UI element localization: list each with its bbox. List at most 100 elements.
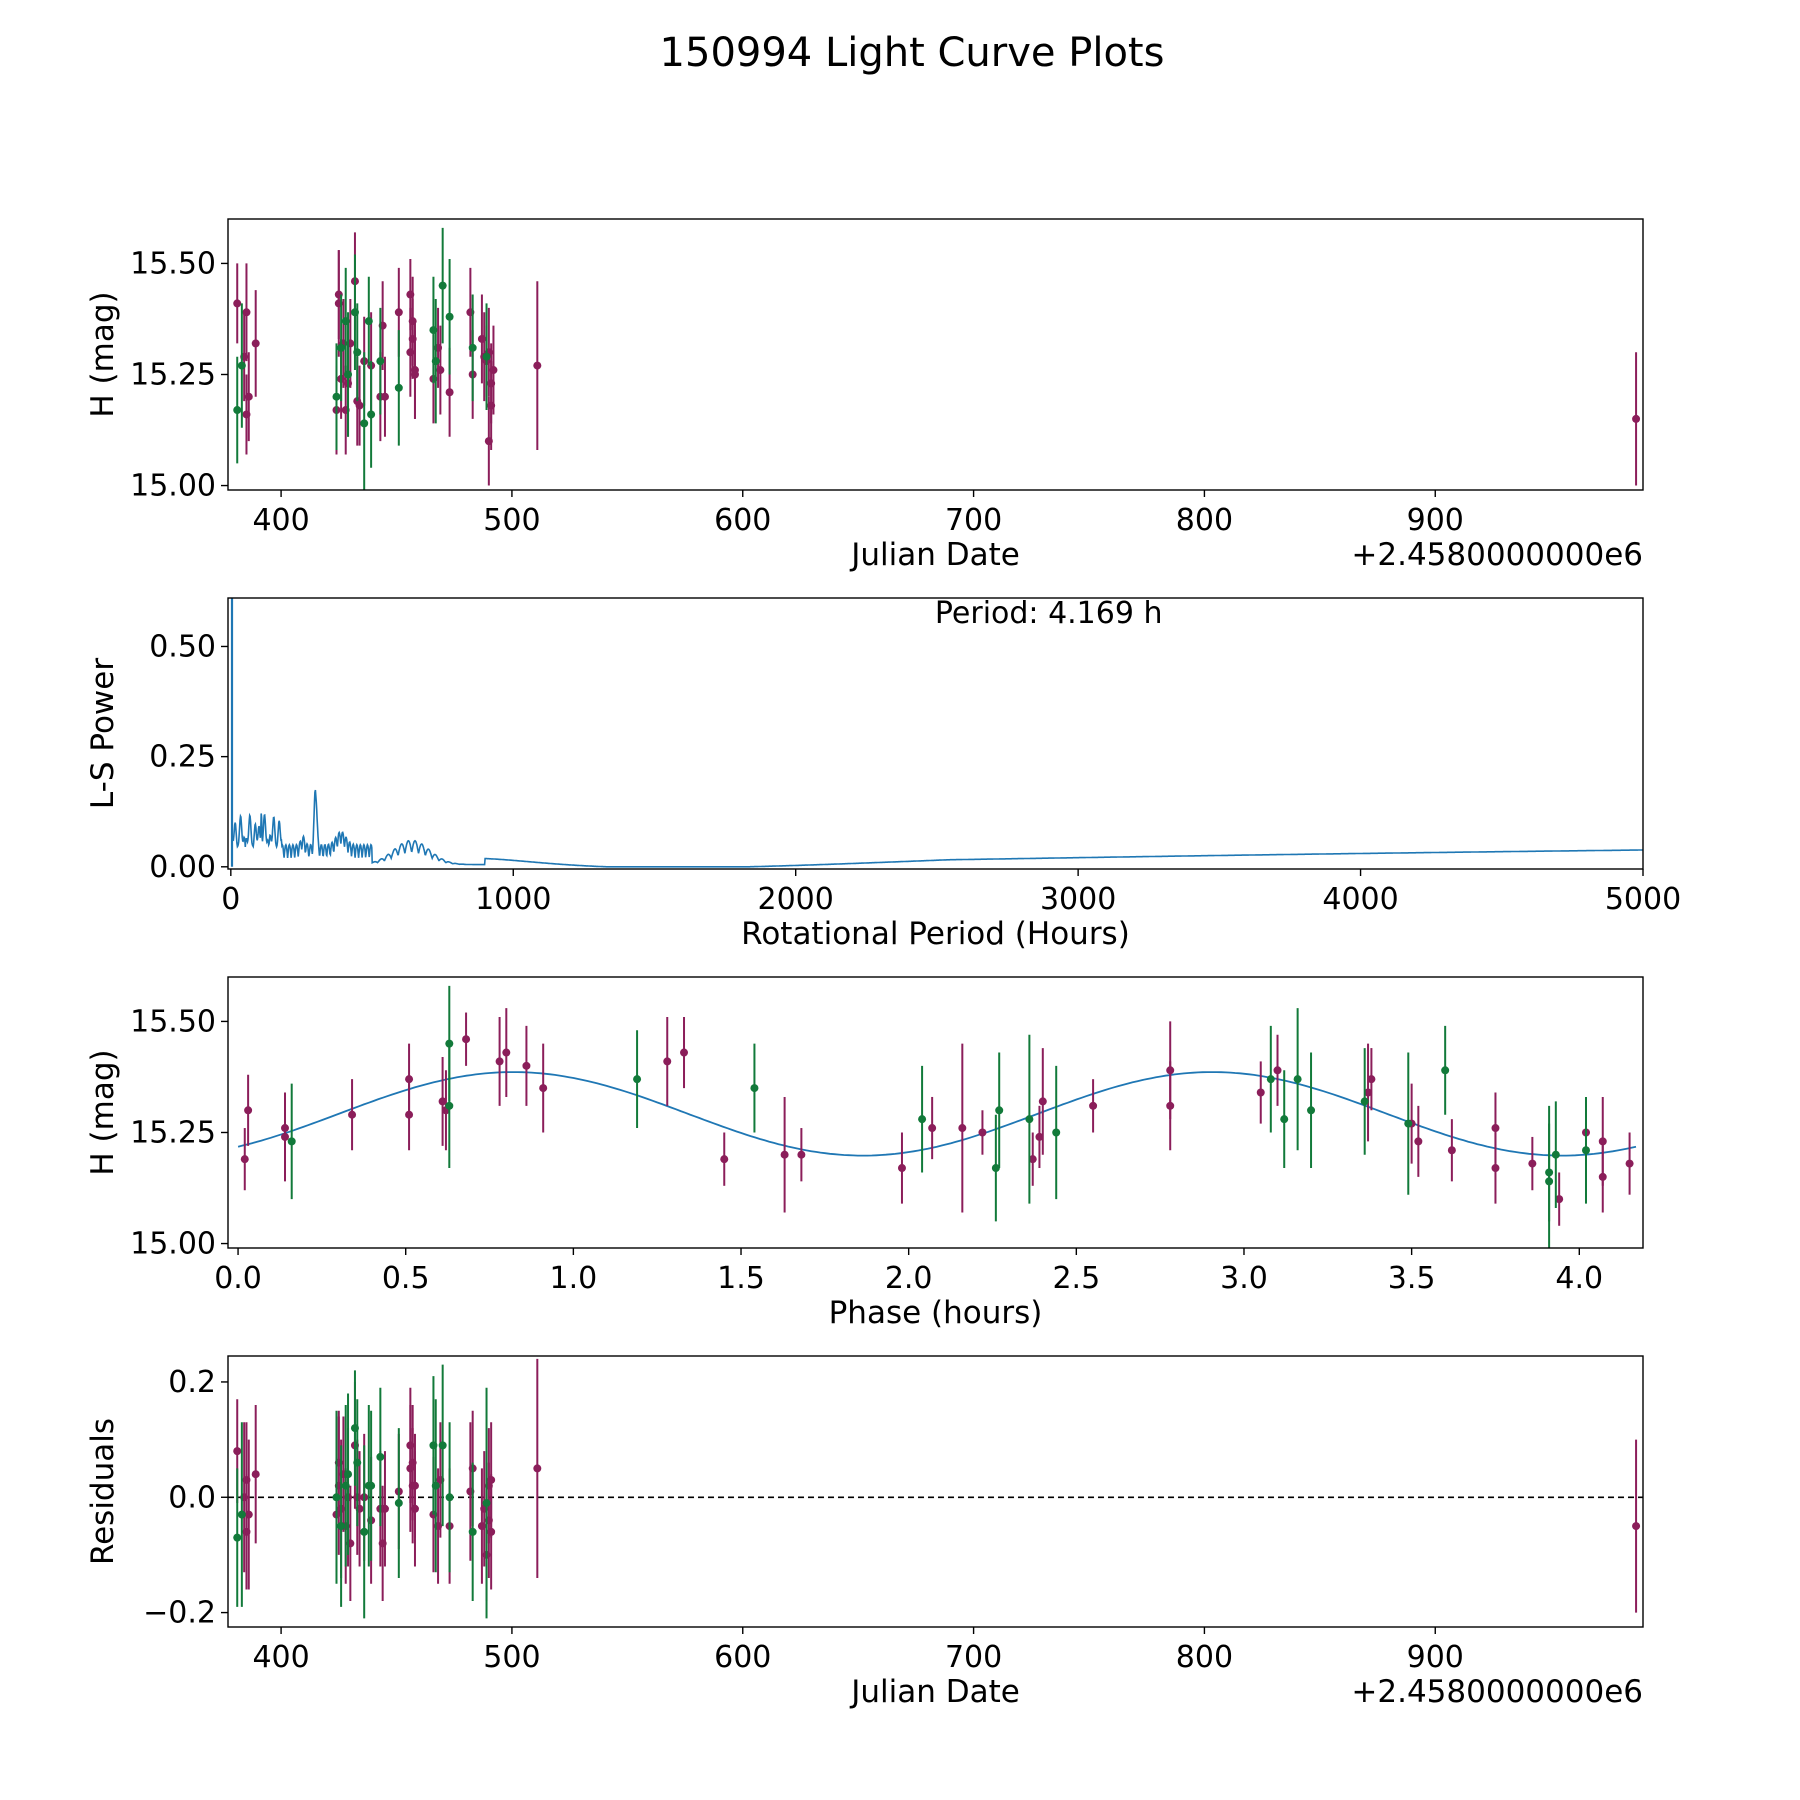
data-point (1404, 1119, 1413, 1128)
data-point (438, 1441, 447, 1450)
data-point (240, 1155, 249, 1164)
data-point (482, 352, 491, 361)
data-point (233, 299, 242, 308)
x-tick-label: 3000 (1040, 882, 1116, 917)
data-point (251, 339, 260, 348)
x-tick-label: 900 (1407, 1640, 1464, 1675)
data-point (1364, 1088, 1373, 1097)
data-point (353, 348, 362, 357)
y-tick-label: 15.00 (130, 1227, 216, 1262)
fit-curve (237, 1071, 1637, 1157)
period-annotation: Period: 4.169 h (935, 596, 1163, 631)
data-point (533, 361, 542, 370)
data-point (332, 392, 341, 401)
axes-frame (227, 218, 1644, 491)
x-axis-label: Phase (hours) (829, 1295, 1043, 1331)
data-point (281, 1132, 290, 1141)
data-point (410, 370, 419, 379)
data-point (1038, 1097, 1047, 1106)
x-tick-label: 1.5 (717, 1261, 765, 1296)
data-point (251, 1470, 260, 1479)
data-point (1441, 1066, 1450, 1075)
x-tick-label: 500 (483, 1640, 540, 1675)
y-tick-label: −0.2 (143, 1596, 216, 1631)
data-point (410, 1481, 419, 1490)
data-point (445, 1493, 454, 1502)
data-point (337, 343, 346, 352)
data-point (344, 1470, 353, 1479)
data-point (436, 366, 445, 375)
data-point (533, 1464, 542, 1473)
data-point (376, 357, 385, 366)
data-point (360, 419, 369, 428)
y-tick-label: 15.50 (130, 1004, 216, 1039)
data-point (287, 1137, 296, 1146)
data-point (376, 1452, 385, 1461)
data-point (680, 1048, 689, 1057)
y-axis-label: L-S Power (85, 658, 121, 809)
x-tick-label: 500 (483, 503, 540, 538)
x-tick-label: 2.0 (885, 1261, 933, 1296)
data-point (1367, 1075, 1376, 1084)
plot-area-resid (228, 1358, 1643, 1619)
data-point (431, 357, 440, 366)
data-point (1307, 1106, 1316, 1115)
data-point (995, 1106, 1004, 1115)
data-point (394, 383, 403, 392)
y-tick-label: 15.25 (130, 1115, 216, 1150)
data-point (1632, 414, 1641, 423)
data-point (344, 370, 353, 379)
x-tick-label: 700 (945, 503, 1002, 538)
data-point (445, 1101, 454, 1110)
data-point (1028, 1155, 1037, 1164)
figure-title: 150994 Light Curve Plots (660, 30, 1165, 76)
data-point (332, 1493, 341, 1502)
data-point (1625, 1159, 1634, 1168)
data-point (750, 1084, 759, 1093)
y-axis-label: Residuals (85, 1418, 121, 1565)
data-point (780, 1150, 789, 1159)
y-axis-label: H (mag) (85, 1049, 121, 1175)
x-axis-label: Rotational Period (Hours) (741, 916, 1130, 952)
data-point (663, 1057, 672, 1066)
data-point (242, 308, 251, 317)
data-point (380, 1504, 389, 1513)
x-tick-label: 900 (1407, 503, 1464, 538)
data-point (1545, 1168, 1554, 1177)
data-point (468, 343, 477, 352)
x-tick-label: 1000 (475, 882, 551, 917)
data-point (237, 361, 246, 370)
data-point (244, 1106, 253, 1115)
data-point (1598, 1137, 1607, 1146)
x-offset-label: +2.4580000000e6 (1351, 537, 1643, 573)
series-magenta (240, 1008, 1634, 1226)
data-point (348, 1110, 357, 1119)
data-point (360, 1527, 369, 1536)
data-point (1447, 1146, 1456, 1155)
data-point (1491, 1124, 1500, 1133)
data-point (1035, 1132, 1044, 1141)
data-point (438, 281, 447, 290)
data-point (337, 1522, 346, 1531)
axes-frame (227, 597, 1644, 870)
y-tick-label: 0.2 (168, 1365, 216, 1400)
data-point (1528, 1159, 1537, 1168)
plot-area-phase (237, 985, 1637, 1248)
data-point (1052, 1128, 1061, 1137)
data-point (445, 312, 454, 321)
data-point (445, 388, 454, 397)
y-tick-label: 0.25 (149, 740, 216, 775)
panel-ls: Period: 4.169 h 0 1000 2000 3000 4000 5000 0.00… (85, 596, 1681, 952)
y-tick-label: 15.50 (130, 246, 216, 281)
data-point (918, 1115, 927, 1124)
series-green (287, 985, 1590, 1248)
x-tick-label: 400 (252, 503, 309, 538)
x-tick-label: 3.5 (1388, 1261, 1436, 1296)
axes-frame (227, 1355, 1644, 1628)
x-tick-label: 3.0 (1220, 1261, 1268, 1296)
y-tick-label: 15.25 (130, 357, 216, 392)
data-point (1551, 1150, 1560, 1159)
y-tick-label: 0.50 (149, 629, 216, 664)
y-tick-label: 15.00 (130, 469, 216, 504)
